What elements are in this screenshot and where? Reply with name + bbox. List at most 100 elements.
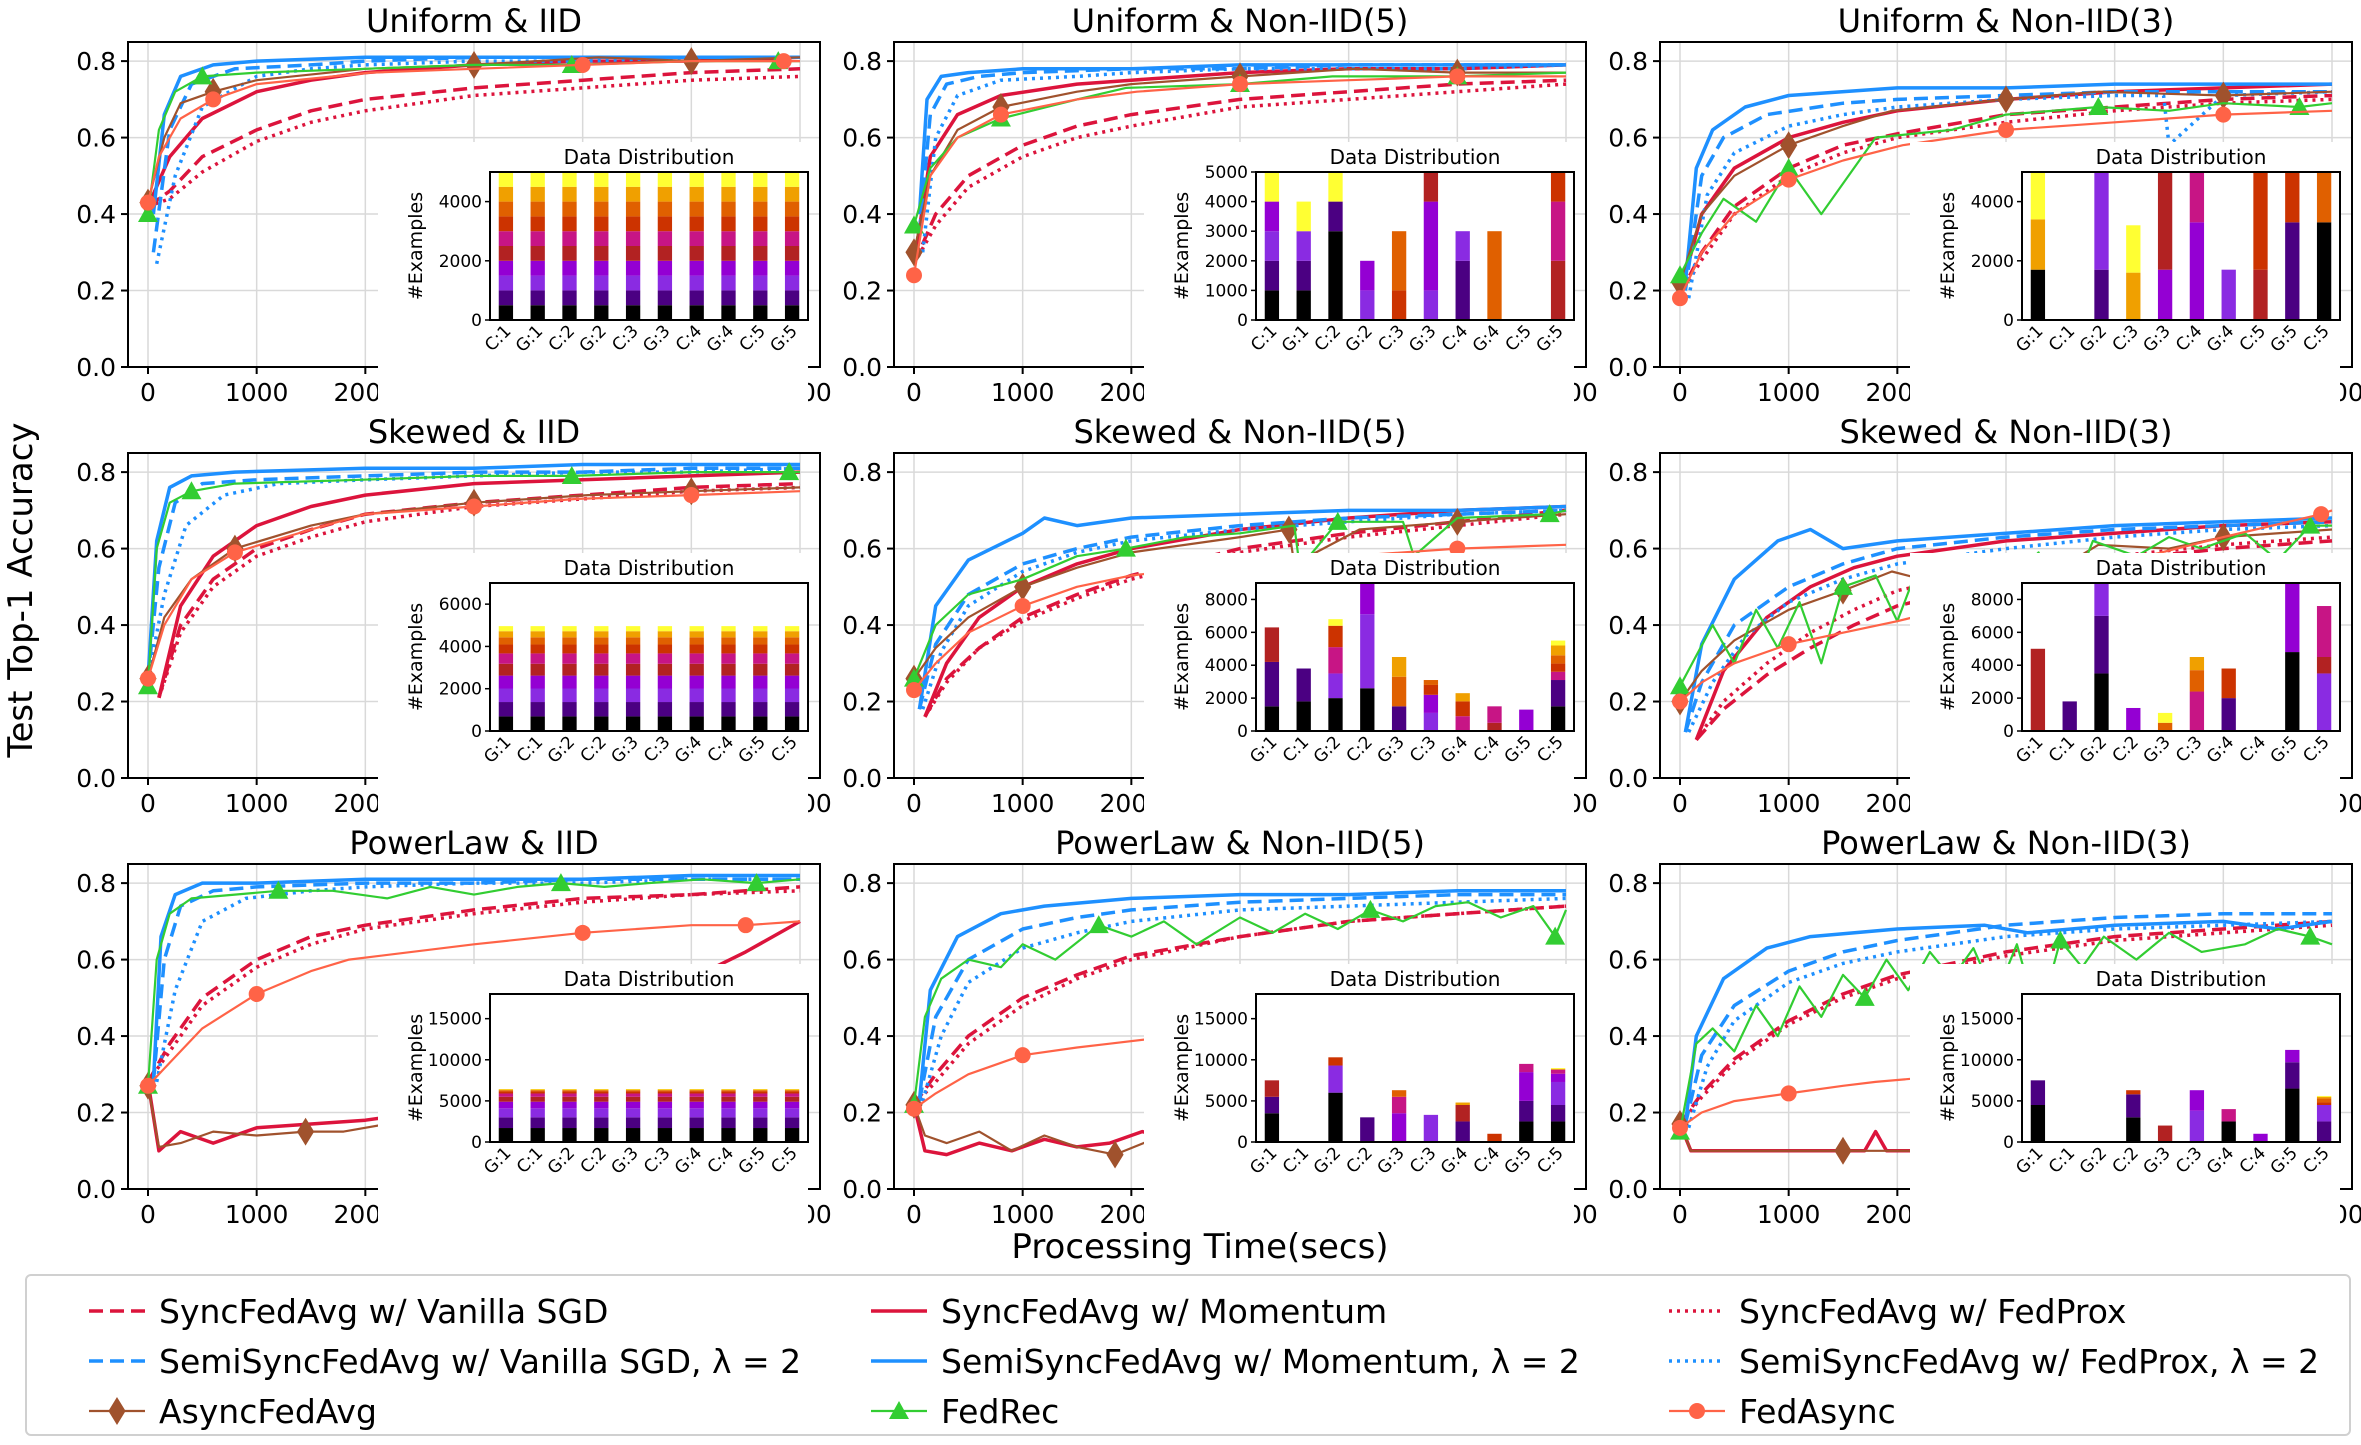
y-tick-label: 0.6 — [842, 535, 882, 564]
y-tick-label: 0.2 — [76, 688, 116, 717]
inset-bar-segment — [784, 1093, 800, 1097]
inset-bar-segment — [1264, 260, 1280, 291]
legend-swatch — [871, 1309, 927, 1313]
inset-y-label: #Examples — [405, 603, 427, 711]
inset-bar-segment — [2157, 712, 2173, 723]
legend-label: SyncFedAvg w/ Vanilla SGD — [159, 1291, 609, 1331]
y-tick-label: 0.6 — [842, 124, 882, 153]
y-tick-label: 0.2 — [842, 1099, 882, 1128]
inset-bar-segment — [530, 1093, 545, 1097]
inset-bar-segment — [625, 1091, 641, 1094]
inset-bar-segment — [1391, 657, 1407, 677]
inset-bar-segment — [753, 653, 768, 664]
inset-bar-segment — [562, 1096, 577, 1102]
inset-bar-segment — [2285, 1088, 2300, 1142]
y-tick-label: 0.8 — [76, 47, 116, 76]
inset-frame — [2021, 582, 2341, 732]
inset-bar-segment — [721, 231, 736, 246]
inset-bar-segment — [498, 246, 514, 261]
chart-title: Uniform & IID — [366, 2, 582, 40]
inset-bar-segment — [530, 688, 545, 703]
inset-bar-segment — [2126, 225, 2141, 273]
fedrec-marker — [550, 873, 571, 892]
inset-bar-segment — [594, 216, 609, 232]
y-tick-label: 0.4 — [842, 611, 882, 640]
inset-bar-segment — [562, 702, 577, 717]
inset-bar-segment — [1264, 172, 1280, 202]
inset-bar-segment — [2285, 172, 2300, 223]
x-tick-label: 0 — [140, 378, 156, 407]
inset-bar-segment — [594, 1091, 609, 1094]
inset-bar-segment — [721, 637, 736, 645]
series-line-sync-momentum — [1694, 520, 2333, 741]
inset-bar-segment — [657, 216, 673, 232]
inset-bar-segment — [530, 172, 545, 187]
fedasync-marker — [574, 924, 591, 941]
x-tick-label: 1000 — [1757, 378, 1821, 407]
legend-label: SemiSyncFedAvg w/ FedProx, λ = 2 — [1739, 1341, 2320, 1381]
inset-bar-segment — [657, 201, 673, 217]
inset-bar-segment — [1328, 172, 1343, 202]
inset-y-label: #Examples — [1171, 1014, 1193, 1122]
inset-bar-segment — [1264, 706, 1280, 731]
inset-bar-segment — [753, 675, 768, 689]
inset-y-tick-label: 10000 — [1960, 1051, 2014, 1071]
chart-panel: Skewed & IID0.00.20.40.60.80100020003000… — [76, 413, 832, 818]
inset-bar-segment — [657, 246, 673, 261]
inset-bar-segment — [657, 644, 673, 654]
fedasync-marker — [1780, 171, 1797, 188]
legend-swatch — [1669, 1403, 1725, 1419]
legend-item-fedasync: FedAsync — [1667, 1388, 1896, 1434]
inset-y-label: #Examples — [405, 192, 427, 300]
inset-bar-segment — [689, 1089, 704, 1091]
inset-chart: Data Distribution#ExamplesG:1C:1G:2C:2G:… — [378, 553, 809, 813]
inset-bar-segment — [1423, 201, 1439, 291]
inset-bar-segment — [657, 1091, 673, 1094]
legend-label: FedRec — [941, 1391, 1060, 1431]
chart-title: Skewed & Non-IID(3) — [1839, 413, 2172, 451]
inset-y-tick-label: 2000 — [1205, 689, 1248, 709]
fedrec-marker — [1545, 926, 1566, 945]
inset-chart: Data Distribution#ExamplesG:1C:1G:2C:3G:… — [1910, 142, 2341, 402]
inset-bar-segment — [1264, 290, 1280, 320]
inset-background — [378, 142, 808, 402]
fedrec-marker — [181, 481, 202, 500]
inset-y-tick-label: 2000 — [439, 252, 482, 272]
inset-bar-segment — [530, 260, 545, 276]
inset-frame — [1255, 171, 1575, 321]
y-tick-label: 0.0 — [842, 353, 882, 382]
inset-bar-segment — [721, 1089, 736, 1091]
inset-bar-segment — [2285, 1049, 2300, 1063]
y-tick-label: 0.8 — [842, 869, 882, 898]
fedrec-marker — [904, 215, 924, 234]
series-line-semisync-fedprox — [1687, 919, 2333, 1129]
inset-bar-segment — [721, 626, 736, 632]
inset-bar-segment — [1264, 1096, 1280, 1114]
inset-bar-segment — [721, 1101, 736, 1109]
fedrec-marker — [561, 465, 582, 484]
series-line-sync-vanilla — [146, 885, 801, 1083]
inset-title: Data Distribution — [564, 556, 735, 580]
inset-bar-segment — [2316, 172, 2332, 223]
inset-bar-segment — [721, 1093, 736, 1097]
inset-bar-segment — [2189, 172, 2205, 223]
inset-bar-segment — [1519, 1100, 1534, 1122]
series-line-semisync-fedprox — [921, 896, 1567, 1102]
inset-bar-segment — [689, 626, 704, 632]
inset-bar-segment — [657, 1090, 673, 1092]
inset-bar-segment — [594, 1090, 609, 1092]
inset-bar-segment — [530, 653, 545, 664]
inset-bar-segment — [2030, 648, 2046, 731]
inset-bar-segment — [784, 644, 800, 654]
series-line-semisync-vanilla — [1683, 911, 2332, 1125]
inset-bar-segment — [594, 688, 609, 703]
panels: Uniform & IID 0.0 0.2 0.4 0.6 0.8 0 1000 2000 300… — [76, 2, 2361, 1229]
inset-y-tick-label: 0 — [2003, 311, 2014, 331]
inset-bar-segment — [2316, 1105, 2332, 1122]
inset-bar-segment — [2316, 1096, 2332, 1099]
inset-bar-segment — [625, 626, 641, 632]
series-line-sync-fedprox — [1678, 923, 2333, 1126]
inset-y-tick-label: 15000 — [428, 1010, 482, 1030]
inset-bar-segment — [784, 1117, 800, 1129]
inset-bar-segment — [2316, 673, 2332, 731]
